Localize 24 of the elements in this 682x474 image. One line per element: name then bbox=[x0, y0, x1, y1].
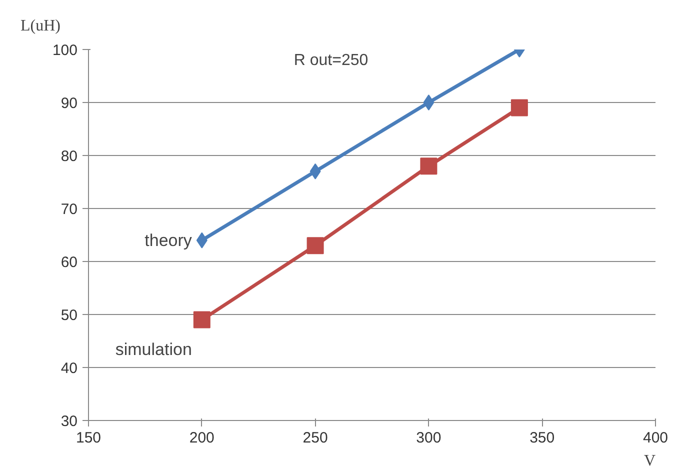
y-axis-title: L(uH) bbox=[20, 18, 60, 34]
point bbox=[306, 237, 324, 254]
y-tick-label: 70 bbox=[60, 201, 78, 218]
x-tick-label: 250 bbox=[302, 430, 328, 446]
point bbox=[193, 311, 210, 328]
x-axis-title: V bbox=[644, 452, 656, 470]
x-tick-label: 400 bbox=[642, 430, 668, 446]
x-tick-label: 200 bbox=[189, 430, 214, 446]
y-tick-label: 90 bbox=[60, 95, 78, 112]
series-label: simulation bbox=[115, 340, 192, 359]
y-tick-label: 40 bbox=[60, 360, 78, 377]
chart-title: R out=250 bbox=[294, 52, 368, 69]
point bbox=[423, 94, 434, 110]
y-tick-label: 60 bbox=[60, 254, 78, 271]
series-label: theory bbox=[144, 230, 192, 250]
y-tick-label: 30 bbox=[60, 413, 78, 430]
x-tick-label: 150 bbox=[76, 430, 102, 446]
point bbox=[510, 99, 528, 116]
x-tick-label: 350 bbox=[530, 430, 555, 446]
x-tick-label: 300 bbox=[416, 430, 442, 446]
y-tick-label: 100 bbox=[52, 42, 78, 59]
point bbox=[420, 158, 438, 175]
y-tick-label: 80 bbox=[60, 148, 78, 165]
y-tick-label: 50 bbox=[60, 307, 78, 324]
